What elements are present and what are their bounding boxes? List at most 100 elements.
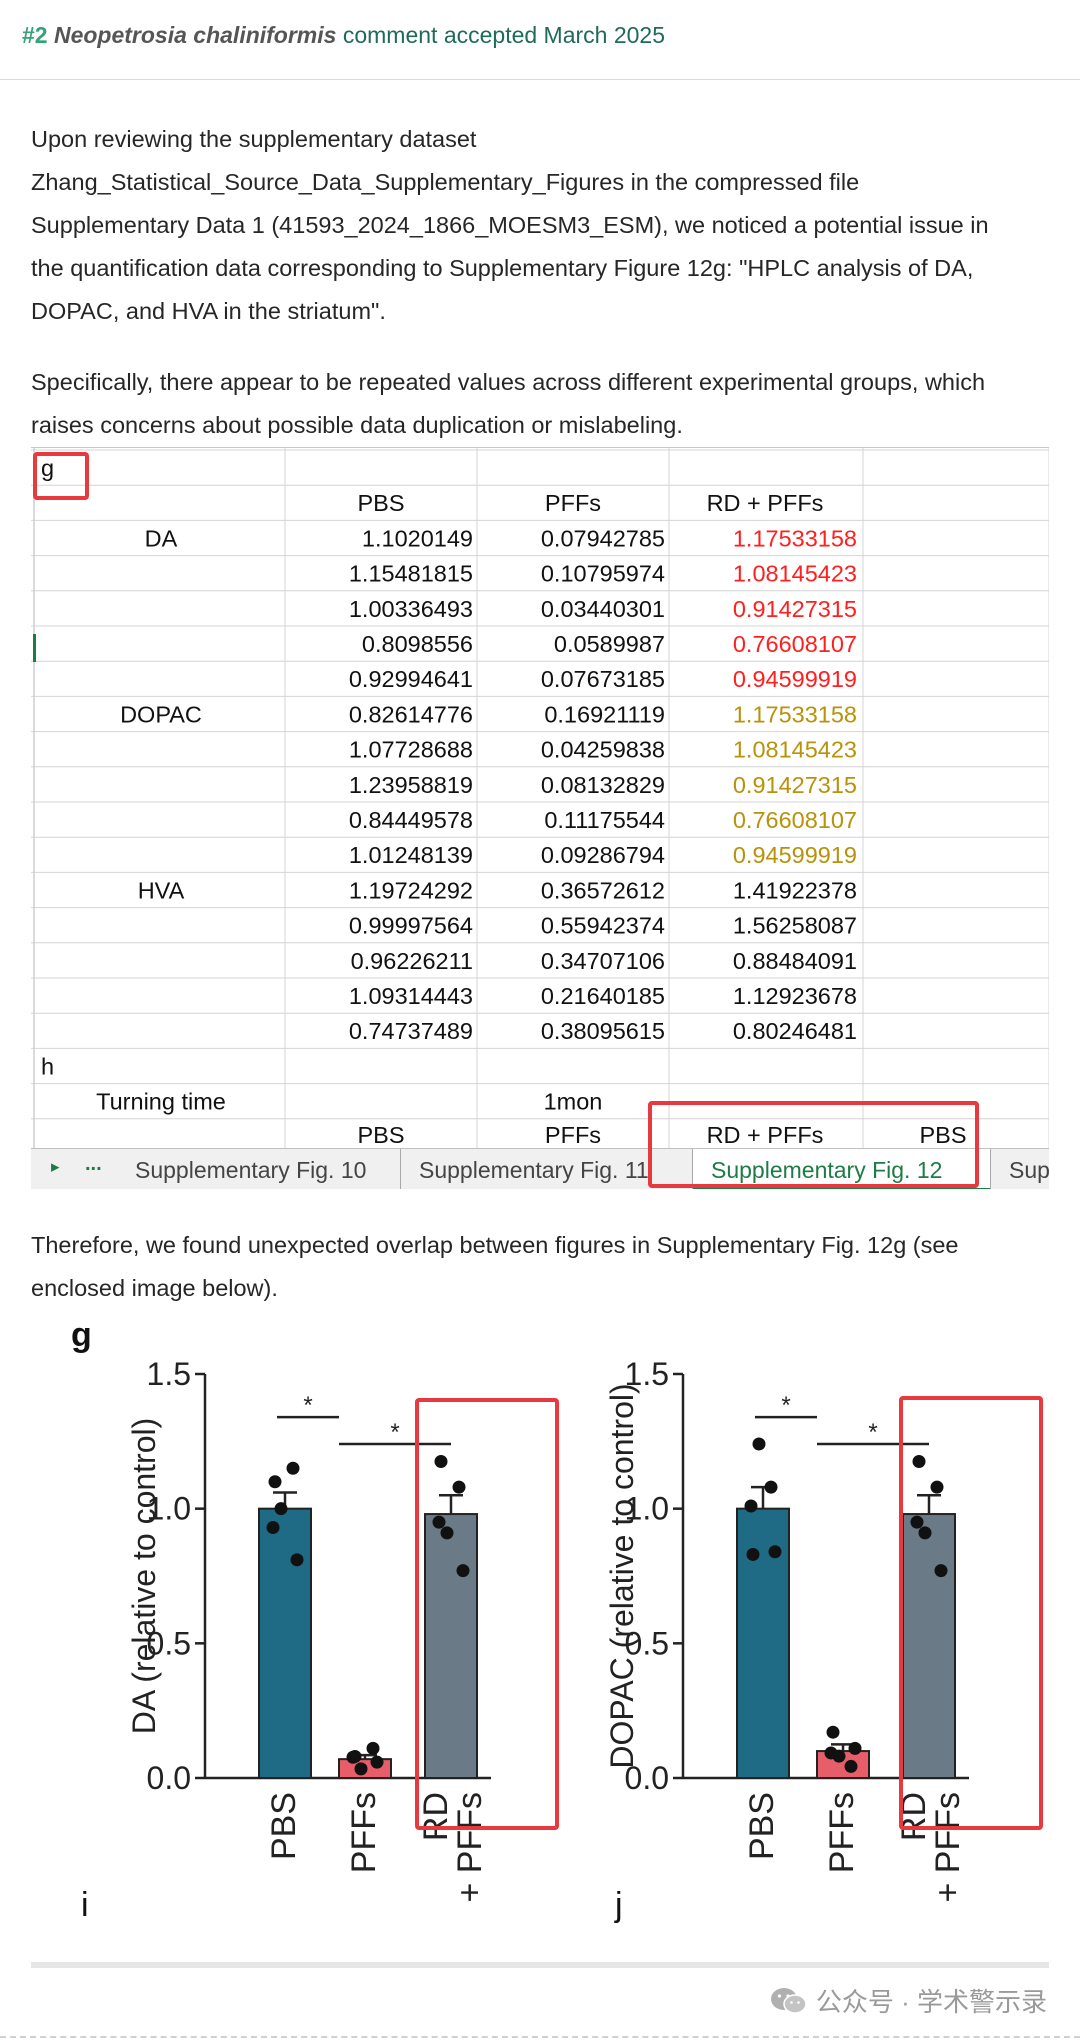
wechat-icon (770, 1987, 807, 2014)
tab-scroll-right-icon[interactable]: ▸ (51, 1157, 60, 1176)
table-cell: 1.1020149 (362, 525, 473, 551)
bar (424, 1513, 478, 1779)
table-cell: 0.38095615 (541, 1018, 665, 1044)
table-cell: 0.94599919 (733, 666, 857, 692)
bottom-divider (0, 2036, 1080, 2038)
data-point (918, 1526, 932, 1540)
table-cell: 0.99997564 (349, 913, 473, 939)
y-tick-label: 1.5 (147, 1356, 191, 1392)
highlight-box-g (33, 452, 89, 500)
table-cell: 0.88484091 (733, 948, 857, 974)
table-cell: 0.10795974 (541, 561, 665, 587)
table-cell: 0.96226211 (351, 948, 473, 974)
category-label: + PFFs (451, 1792, 489, 1903)
text-line: Upon reviewing the supplementary dataset (31, 126, 477, 152)
table-cell: 0.03440301 (541, 596, 665, 622)
data-point (844, 1759, 858, 1773)
tab-supplementary-fig-12[interactable]: Supplementary Fig. 12 (693, 1149, 991, 1189)
significance-label: * (868, 1419, 877, 1446)
bar (902, 1513, 956, 1779)
table-cell: 0.91427315 (733, 772, 857, 798)
table-cell: 1.12923678 (733, 983, 857, 1009)
highlight-box-da-rd (415, 1398, 559, 1830)
conclusion-paragraph: Therefore, we found unexpected overlap b… (31, 1224, 1061, 1310)
y-axis-label: DOPAC (relative to control) (604, 1383, 640, 1768)
comment-header: #2 Neopetrosia chaliniformis comment acc… (0, 0, 1080, 80)
data-point (910, 1515, 924, 1529)
table-cell: 0.74737489 (349, 1018, 473, 1044)
data-point (934, 1564, 948, 1578)
category-label: PBS (743, 1792, 781, 1860)
panel-letter-j: j (615, 1886, 623, 1924)
y-tick-label: 0.5 (147, 1625, 191, 1661)
data-point (456, 1564, 470, 1578)
data-point (286, 1461, 300, 1475)
text-line: raises concerns about possible data dupl… (31, 412, 683, 438)
text-line: Supplementary Data 1 (41593_2024_1866_MO… (31, 212, 989, 238)
y-tick-label: 1.0 (147, 1491, 191, 1527)
more-tabs-icon[interactable]: ... (85, 1153, 102, 1175)
h-column-header: RD + PFFs (707, 1122, 824, 1148)
text-line: Therefore, we found unexpected overlap b… (31, 1232, 959, 1258)
table-cell: 0.82614776 (349, 701, 473, 727)
category-label: PFFs (823, 1792, 861, 1873)
spreadsheet-screenshot: g PBS PFFs RD + PFFs DA DOPAC HVA 1.1020149 0.07… (31, 447, 1049, 1189)
table-cell: 0.08132829 (541, 772, 665, 798)
column-header: PFFs (545, 490, 601, 516)
table-cell: 1.41922378 (733, 877, 857, 903)
table-cell: 0.11175544 (544, 807, 665, 833)
data-point (452, 1480, 466, 1494)
intro-paragraph: Upon reviewing the supplementary dataset… (31, 118, 1061, 333)
turning-time-label: Turning time (96, 1089, 226, 1115)
table-cell: 1.23958819 (349, 772, 473, 798)
column-header: RD + PFFs (707, 490, 824, 516)
data-point (848, 1741, 862, 1755)
data-point (752, 1437, 766, 1451)
tab-supplementary-fig-11[interactable]: Supplementary Fig. 11 (401, 1149, 693, 1189)
data-point (354, 1762, 368, 1776)
table-cell: 1.15481815 (349, 561, 473, 587)
data-point (930, 1480, 944, 1494)
text-line: Specifically, there appear to be repeate… (31, 369, 986, 395)
tab-supplementary-next[interactable]: Suppl (1009, 1157, 1049, 1183)
h-column-header: PBS (919, 1122, 966, 1148)
species-name[interactable]: Neopetrosia chaliniformis (53, 22, 337, 48)
table-cell: 0.55942374 (541, 913, 665, 939)
comment-status: comment accepted March 2025 (342, 22, 666, 48)
y-tick-label: 0.0 (625, 1760, 669, 1796)
data-point (826, 1725, 840, 1739)
table-cell: 1.17533158 (733, 525, 857, 551)
sheet-tab-bar: ▸ ... Supplementary Fig. 10 Supplementar… (31, 1148, 1049, 1189)
comment-title: #2 Neopetrosia chaliniformis comment acc… (22, 22, 665, 49)
table-cell: 0.21640185 (541, 983, 665, 1009)
watermark-text: 公众号 · 学术警示录 (815, 1987, 1047, 2017)
spreadsheet-grid: g PBS PFFs RD + PFFs DA DOPAC HVA 1.1020149 0.07… (31, 448, 1049, 1148)
tab-supplementary-fig-10[interactable]: Supplementary Fig. 10 (117, 1149, 401, 1189)
significance-label: * (781, 1392, 790, 1419)
table-cell: 0.16921119 (544, 701, 665, 727)
table-cell: 1.09314443 (349, 983, 473, 1009)
data-point (912, 1455, 926, 1469)
y-axis-label: DA (relative to control) (126, 1418, 162, 1735)
table-cell: 0.07942785 (541, 525, 665, 551)
data-point (290, 1553, 304, 1567)
significance-label: * (303, 1392, 312, 1419)
y-tick-label: 1.5 (625, 1356, 669, 1392)
table-cell: 1.08145423 (733, 561, 857, 587)
data-point (366, 1741, 380, 1755)
table-cell: 1.01248139 (349, 842, 473, 868)
table-cell: 1.00336493 (349, 596, 473, 622)
table-cell: 1.07728688 (349, 737, 473, 763)
table-cell: 0.04259838 (541, 737, 665, 763)
table-cell: 0.92994641 (349, 666, 473, 692)
highlight-box-tab (648, 1101, 979, 1188)
h-column-header: PBS (357, 1122, 404, 1148)
text-line: Zhang_Statistical_Source_Data_Supplement… (31, 169, 860, 195)
data-point (266, 1521, 280, 1535)
da-bar-chart: 0.0 0.5 1.0 1.5 DA (relative to control) * * PB… (126, 1356, 491, 1903)
data-point (440, 1526, 454, 1540)
category-label: RD (417, 1792, 455, 1841)
data-point (274, 1502, 288, 1516)
table-cell: 0.80246481 (733, 1018, 857, 1044)
